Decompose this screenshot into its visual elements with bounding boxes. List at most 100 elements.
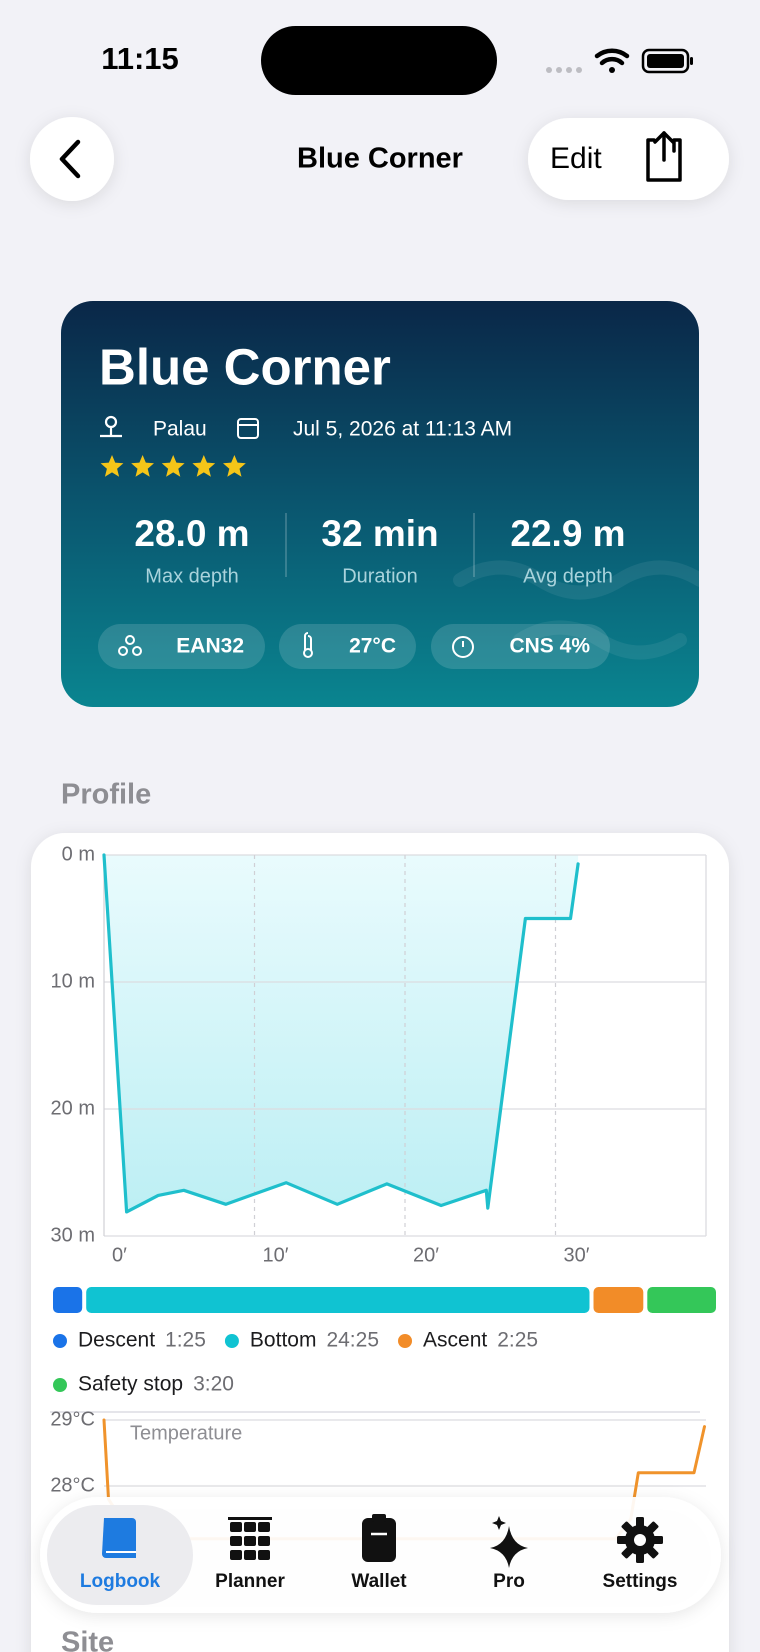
star	[192, 455, 216, 477]
tab-icon	[617, 1517, 663, 1563]
star	[100, 455, 124, 477]
icon-part	[617, 1536, 627, 1544]
icon-part	[372, 1514, 386, 1522]
legend-dot	[53, 1378, 67, 1392]
icon-part	[244, 1522, 256, 1532]
tab-label: Settings	[603, 1571, 678, 1592]
nav-title: Blue Corner	[297, 143, 463, 175]
tab-icon	[490, 1516, 528, 1568]
icon-part	[230, 1536, 242, 1546]
star	[223, 455, 246, 477]
stat-label: Max depth	[145, 565, 238, 587]
phase-segment	[593, 1287, 644, 1313]
tab-label: Logbook	[80, 1571, 161, 1592]
share-button[interactable]	[646, 131, 682, 182]
edit-button[interactable]: Edit	[550, 142, 602, 175]
legend-label: Bottom	[250, 1329, 317, 1352]
chart-title: Temperature	[130, 1422, 242, 1444]
tab-label: Pro	[493, 1571, 525, 1592]
gauge-icon	[452, 636, 474, 658]
wifi-icon	[594, 48, 630, 73]
icon-part	[102, 1518, 136, 1558]
tab-label: Wallet	[351, 1571, 407, 1592]
x-tick-label: 30′	[564, 1244, 590, 1266]
phase-segment	[53, 1287, 83, 1313]
y-tick-label: 30 m	[51, 1224, 95, 1246]
legend-dot	[53, 1334, 67, 1348]
icon-part	[634, 1534, 646, 1546]
dive-name: Blue Corner	[99, 338, 391, 395]
tab-icon	[102, 1518, 136, 1558]
depth-line	[102, 853, 580, 1214]
tab-item[interactable]: Settings	[603, 1517, 678, 1592]
dive-location: Palau	[153, 418, 207, 441]
icon-part	[258, 1536, 270, 1546]
icon-part	[258, 1522, 270, 1532]
y-tick-label: 28°C	[50, 1474, 95, 1496]
legend-duration: 1:25	[165, 1329, 206, 1352]
icon-part	[244, 1536, 256, 1546]
tab-icon	[362, 1514, 396, 1562]
icon-part	[636, 1517, 644, 1527]
icon-part	[362, 1518, 396, 1562]
y-tick-label: 20 m	[51, 1097, 95, 1119]
legend-duration: 24:25	[326, 1329, 379, 1352]
section-heading: Site	[61, 1627, 114, 1652]
status-time: 11:15	[101, 41, 179, 76]
stat-label: Avg depth	[523, 565, 613, 587]
phase-segment	[647, 1287, 716, 1313]
icon-part	[228, 1517, 272, 1520]
y-tick-label: 10 m	[51, 970, 95, 992]
legend-label: Descent	[78, 1329, 155, 1352]
chip-label: 27°C	[349, 635, 396, 658]
tab-label: Planner	[215, 1571, 285, 1592]
stat-value: 32 min	[321, 513, 438, 554]
section-heading: Profile	[61, 779, 151, 811]
icon-part	[490, 1526, 528, 1568]
x-tick-label: 20′	[413, 1244, 439, 1266]
phase-segment	[86, 1287, 590, 1313]
battery-icon	[641, 48, 693, 74]
legend-dot	[398, 1334, 413, 1348]
y-tick-label: 29°C	[50, 1408, 95, 1430]
chip-label: EAN32	[176, 635, 244, 658]
chip	[98, 624, 265, 669]
back-button[interactable]	[30, 117, 114, 201]
gas-icon	[118, 635, 142, 656]
legend-duration: 2:25	[497, 1329, 538, 1352]
x-tick-label: 10′	[263, 1244, 289, 1266]
tab-item[interactable]: Wallet	[351, 1514, 407, 1592]
rating	[100, 455, 246, 477]
tab-items: Logbook Planner Wallet Pro Settings	[47, 1505, 677, 1605]
legend-dot	[224, 1334, 239, 1348]
icon-part	[492, 1516, 506, 1530]
tab-item[interactable]: Logbook	[47, 1505, 193, 1605]
chip	[431, 624, 610, 669]
chip	[279, 624, 416, 669]
star	[161, 455, 185, 477]
thermometer-icon	[303, 632, 313, 658]
signal	[546, 67, 582, 73]
chip-label: CNS 4%	[509, 635, 590, 658]
tab-item[interactable]: Planner	[215, 1517, 285, 1592]
x-tick-label: 0′	[112, 1244, 127, 1266]
icon-part	[230, 1550, 242, 1560]
icon-part	[636, 1553, 644, 1563]
legend-label: Ascent	[423, 1329, 487, 1352]
legend-duration: 3:20	[193, 1373, 234, 1396]
dynamic-island	[261, 26, 497, 95]
calendar-icon	[237, 418, 259, 439]
phase-bar: Descent 1:25 Bottom 24:25 Ascent 2:25 Safety s…	[53, 1287, 716, 1396]
icon-part	[653, 1536, 663, 1544]
tab-item[interactable]: Pro	[490, 1516, 528, 1592]
dive-card	[61, 301, 699, 707]
tab-icon	[228, 1517, 272, 1560]
stat-label: Duration	[342, 565, 418, 587]
y-tick-label: 0 m	[62, 843, 95, 865]
stat-value: 28.0 m	[134, 513, 249, 554]
icon-part	[230, 1522, 242, 1532]
location-icon	[100, 415, 122, 438]
depth-chart: 0 m 10 m 20 m 30 m 0′ 10′ 20′ 30′	[51, 843, 707, 1266]
